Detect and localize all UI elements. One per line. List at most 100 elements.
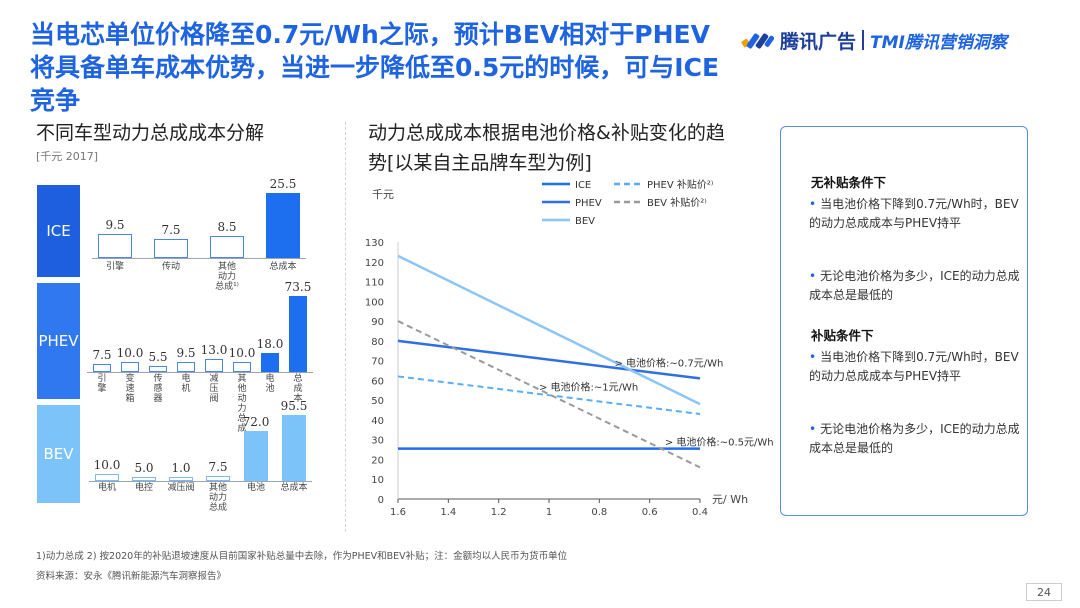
bar-category-label: 其他动力总成¹⁾ (215, 262, 239, 292)
bar-category-label: 传动 (161, 262, 180, 272)
cost-bar (98, 233, 132, 258)
bar-value-label: 7.5 (208, 459, 228, 474)
panel-bullet: • 无论电池价格为多少，ICE的动力总成成本总是最低的 (809, 422, 1020, 455)
cost-bar (206, 475, 230, 481)
y-tick-label: 30 (371, 436, 384, 447)
bar-value-label: 5.0 (134, 461, 154, 475)
bar-baseline (92, 258, 306, 259)
bar-category-label: 传感器 (153, 374, 163, 404)
legend-label: PHEV (575, 198, 602, 209)
y-tick-label: 70 (371, 357, 384, 368)
y-tick-label: 50 (371, 396, 384, 407)
cost-bar (121, 361, 139, 372)
price-annotation: > 电池价格:~0.5元/Wh (665, 436, 774, 449)
bar-baseline (87, 372, 313, 373)
bar-category-label: 电控 (134, 483, 153, 493)
y-tick-label: 80 (371, 337, 384, 348)
source-note: 资料来源：安永《腾讯新能源汽车洞察报告》 (36, 571, 227, 582)
bar-value-label: 1.0 (171, 461, 191, 475)
y-axis-label: 千元 (372, 188, 394, 201)
bar-value-label: 8.5 (217, 220, 237, 235)
y-tick-label: 110 (365, 278, 384, 289)
bar-value-label: 7.5 (161, 222, 181, 237)
footnote: 1)动力总成 2) 按2020年的补贴退坡速度从目前国家补贴总量中去除，作为PH… (36, 551, 568, 562)
x-tick-label: 1.4 (440, 507, 456, 518)
cost-bar (233, 361, 251, 372)
cost-bar (266, 192, 300, 258)
panel-bullet: • 当电池价格下降到0.7元/Wh时，BEV的动力总成成本与PHEV持平 (809, 350, 1019, 383)
bar-category-label: 其他动力总成 (208, 483, 227, 513)
y-tick-label: 120 (365, 258, 384, 269)
row-label-phev: PHEV (37, 283, 80, 399)
cost-bar (132, 477, 156, 481)
x-tick-label: 1.6 (390, 507, 406, 518)
cost-bar (205, 358, 223, 372)
x-tick-label: 1.2 (491, 507, 507, 518)
cost-bar (177, 362, 195, 372)
cost-trend-line-chart: 0 10 20 30 40 50 60 70 80 90 100 110 120 130 1.6 1.4 1.2… (365, 178, 774, 518)
cost-bar (154, 238, 188, 258)
series-line-1 (397, 339, 701, 380)
section-divider (345, 122, 346, 532)
middle-section-title: 动力总成成本根据电池价格&补贴变化的趋势[以某自主品牌车型为例] (368, 122, 725, 174)
bar-category-label: 减压阀 (167, 483, 195, 493)
panel-bullet-text: 当电池价格下降到0.7元/Wh时，BEV的动力总成成本与PHEV持平 (809, 350, 1019, 383)
y-tick-label: 40 (371, 416, 384, 427)
x-tick-label: 1 (546, 507, 552, 518)
bar-category-label: 引擎 (105, 262, 124, 272)
y-tick-label: 10 (371, 475, 384, 486)
panel-bullet: • 当电池价格下降到0.7元/Wh时，BEV的动力总成成本与PHEV持平 (809, 197, 1019, 230)
bar-value-label: 10.0 (116, 345, 144, 360)
insight-panel: 无补贴条件下 • 当电池价格下降到0.7元/Wh时，BEV的动力总成成本与PHEV… (780, 126, 1028, 516)
bar-value-label: 25.5 (269, 176, 297, 191)
cost-bar (289, 296, 307, 372)
cost-bar (244, 431, 268, 481)
series-line-4 (397, 320, 701, 469)
price-annotation: > 电池价格:~1元/Wh (539, 380, 638, 393)
bar-category-label: 其他动力总成 (237, 374, 247, 434)
cost-breakdown-chart: ICE 9.5 引擎 7.5 传动 8.5 其他动力总成¹⁾ 25.5 总成本 PHEV 7.5 引擎… (0, 0, 340, 608)
cost-bar (282, 415, 306, 481)
series-line-2 (397, 254, 701, 406)
logo-separator (862, 30, 865, 50)
y-tick-label: 130 (365, 238, 384, 249)
legend-label: BEV (575, 216, 595, 227)
logo-text: 腾讯广告 (780, 30, 857, 53)
panel-bullet-text: 无论电池价格为多少，ICE的动力总成成本总是最低的 (809, 269, 1020, 302)
panel-bullet-text: 无论电池价格为多少，ICE的动力总成成本总是最低的 (809, 422, 1020, 455)
cost-bar (95, 474, 119, 481)
bar-category-label: 电机 (181, 374, 191, 394)
bar-value-label: 10.0 (93, 458, 121, 473)
cost-bar (93, 364, 111, 372)
cost-bar (169, 477, 193, 481)
page-number: 24 (1026, 583, 1062, 601)
cost-bar (261, 353, 279, 372)
y-tick-label: 60 (371, 376, 384, 387)
bar-value-label: 95.5 (280, 399, 308, 414)
page-title: 当电芯单位价格降至0.7元/Wh之际，预计BEV相对于PHEV将具备单车成本优势… (30, 20, 720, 115)
logo-subtext: TMI腾讯营销洞察 (870, 32, 1007, 53)
legend-label: BEV 补贴价²⁾ (647, 196, 707, 209)
panel-heading-no-subsidy: 无补贴条件下 (811, 175, 887, 190)
bar-category-label: 电池 (265, 374, 275, 394)
series-line-3 (397, 375, 701, 415)
bar-value-label: 5.5 (148, 350, 168, 365)
row-label-ice: ICE (37, 185, 80, 277)
left-section-title: 不同车型动力总成成本分解 (36, 122, 265, 144)
bar-value-label: 10.0 (228, 345, 256, 360)
x-tick-label: 0.8 (591, 507, 607, 518)
x-tick-label: 0.4 (692, 507, 708, 518)
brand-logo: 腾讯广告 TMI腾讯营销洞察 (740, 24, 1007, 56)
bar-category-label: 引擎 (97, 374, 107, 394)
x-axis-label: 元/ Wh (712, 493, 748, 506)
bar-category-label: 总成本 (269, 262, 297, 272)
bar-category-label: 电池 (246, 483, 265, 493)
panel-bullet-text: 当电池价格下降到0.7元/Wh时，BEV的动力总成成本与PHEV持平 (809, 197, 1019, 230)
y-tick-label: 20 (371, 455, 384, 466)
bar-baseline (89, 481, 312, 482)
price-annotation: > 电池价格:~0.7元/Wh (615, 357, 724, 370)
bar-value-label: 18.0 (256, 337, 284, 352)
x-tick-label: 0.6 (642, 507, 658, 518)
row-label-bev: BEV (37, 405, 80, 503)
bar-value-label: 9.5 (176, 346, 196, 361)
